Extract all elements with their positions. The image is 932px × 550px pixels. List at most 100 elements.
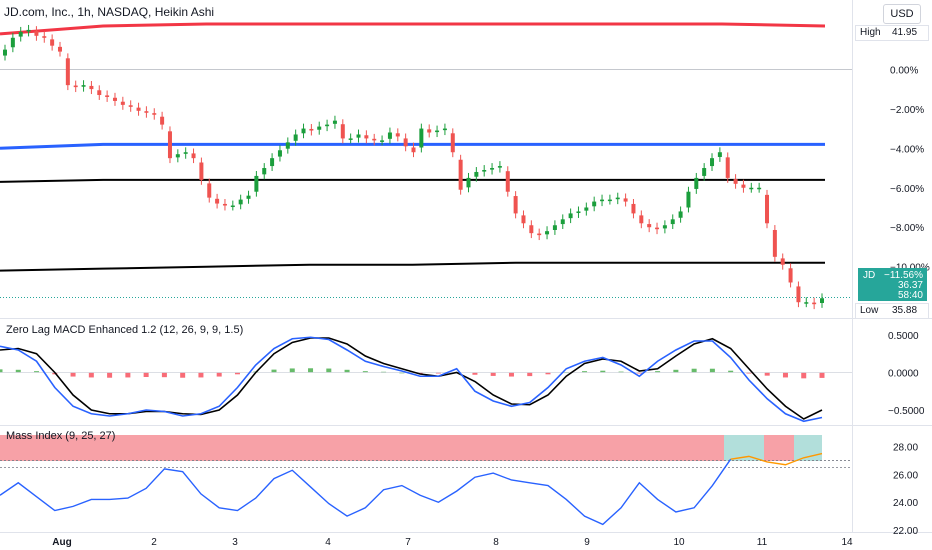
candle	[647, 224, 652, 228]
candle	[246, 195, 251, 199]
mass-zone-red	[0, 435, 724, 461]
macd-histogram-bar	[326, 368, 332, 373]
price-axis-tick: −4.00%	[890, 144, 924, 155]
candle	[73, 85, 78, 88]
candle	[678, 211, 683, 218]
candle	[89, 85, 94, 90]
candle	[474, 171, 479, 177]
overlay-band-black	[0, 261, 825, 272]
candle	[332, 120, 337, 124]
candle	[207, 183, 212, 198]
macd-histogram-bar	[70, 372, 76, 377]
candle	[490, 168, 495, 170]
time-axis-label: 14	[841, 537, 853, 548]
overlay-band-blue	[0, 142, 825, 150]
candle	[34, 31, 39, 36]
macd-histogram-bar	[125, 372, 131, 378]
macd-histogram-bar	[88, 372, 94, 378]
candle	[152, 113, 157, 115]
candle	[450, 133, 455, 153]
candle	[497, 166, 502, 168]
mass-axis-tick: 26.00	[893, 470, 918, 481]
mass-index-line-high	[730, 452, 823, 466]
macd-axis-tick: 0.5000	[888, 331, 919, 342]
low-label: Low	[860, 305, 879, 316]
macd-histogram-bar	[216, 372, 222, 377]
candle	[238, 199, 243, 205]
currency-button[interactable]: USD	[883, 4, 921, 24]
mass-index-title: Mass Index (9, 25, 27)	[6, 430, 116, 442]
candle	[270, 158, 275, 167]
macd-histogram-bar	[508, 372, 514, 377]
candle	[254, 175, 259, 192]
time-axis-label: Aug	[52, 537, 71, 548]
time-axis-label: 2	[151, 537, 157, 548]
macd-histogram-bar	[143, 372, 149, 377]
candle	[600, 199, 605, 202]
candle	[442, 128, 447, 131]
candle	[521, 215, 526, 224]
candle	[780, 258, 785, 265]
macd-histogram-bar	[0, 369, 3, 373]
candle	[458, 159, 463, 190]
time-axis-label: 7	[405, 537, 411, 548]
candle	[710, 158, 715, 167]
candle	[568, 213, 573, 219]
candle	[419, 128, 424, 148]
macd-histogram-bar	[289, 368, 295, 373]
candle	[160, 116, 165, 125]
candle	[50, 39, 55, 46]
macd-histogram-bar	[746, 372, 752, 374]
price-axis-tick: −8.00%	[890, 223, 924, 234]
macd-histogram-bar	[655, 371, 661, 373]
candle	[757, 187, 762, 190]
candle	[144, 111, 149, 113]
macd-histogram-bar	[344, 369, 350, 373]
candle	[655, 227, 660, 230]
mass-axis-tick: 24.00	[893, 498, 918, 509]
candle	[662, 225, 667, 229]
macd-histogram-bar	[198, 372, 204, 378]
last-price-tag: JD −11.56% 36.37 58:40	[858, 268, 927, 301]
candle	[427, 129, 432, 133]
mass-axis-tick: 28.00	[893, 443, 918, 454]
candle	[545, 231, 550, 235]
candle	[175, 154, 180, 158]
macd-histogram-bar	[691, 368, 697, 373]
candle	[26, 29, 31, 32]
macd-axis-tick: −0.5000	[888, 406, 925, 417]
candle	[749, 187, 754, 190]
candle	[765, 194, 770, 224]
candle	[222, 203, 227, 206]
candle	[717, 152, 722, 157]
high-value: 41.95	[892, 27, 918, 38]
candle	[356, 134, 361, 138]
candle	[615, 197, 620, 200]
candle	[741, 184, 746, 188]
macd-axis-tick: 0.0000	[888, 369, 919, 380]
candle	[65, 58, 70, 86]
candle	[42, 36, 47, 38]
macd-histogram-bar	[271, 369, 277, 373]
candle	[387, 132, 392, 139]
candle	[215, 198, 220, 204]
candle	[105, 95, 110, 97]
candle	[230, 205, 235, 208]
candle	[136, 107, 141, 111]
overlay-band-black	[0, 178, 825, 183]
countdown: 58:40	[897, 290, 923, 301]
candle	[812, 302, 817, 305]
candle	[81, 85, 86, 87]
price-axis-tick: 0.00%	[890, 65, 918, 76]
last-change: −11.56%	[883, 270, 923, 281]
macd-title: Zero Lag MACD Enhanced 1.2 (12, 26, 9, 9…	[6, 324, 244, 336]
price-axis-tick: −6.00%	[890, 184, 924, 195]
macd-histogram-bar	[764, 372, 770, 376]
candle	[686, 191, 691, 208]
candle	[725, 157, 730, 178]
candle	[395, 133, 400, 137]
high-label: High	[860, 27, 881, 38]
candle	[57, 46, 62, 52]
candle	[112, 97, 117, 101]
